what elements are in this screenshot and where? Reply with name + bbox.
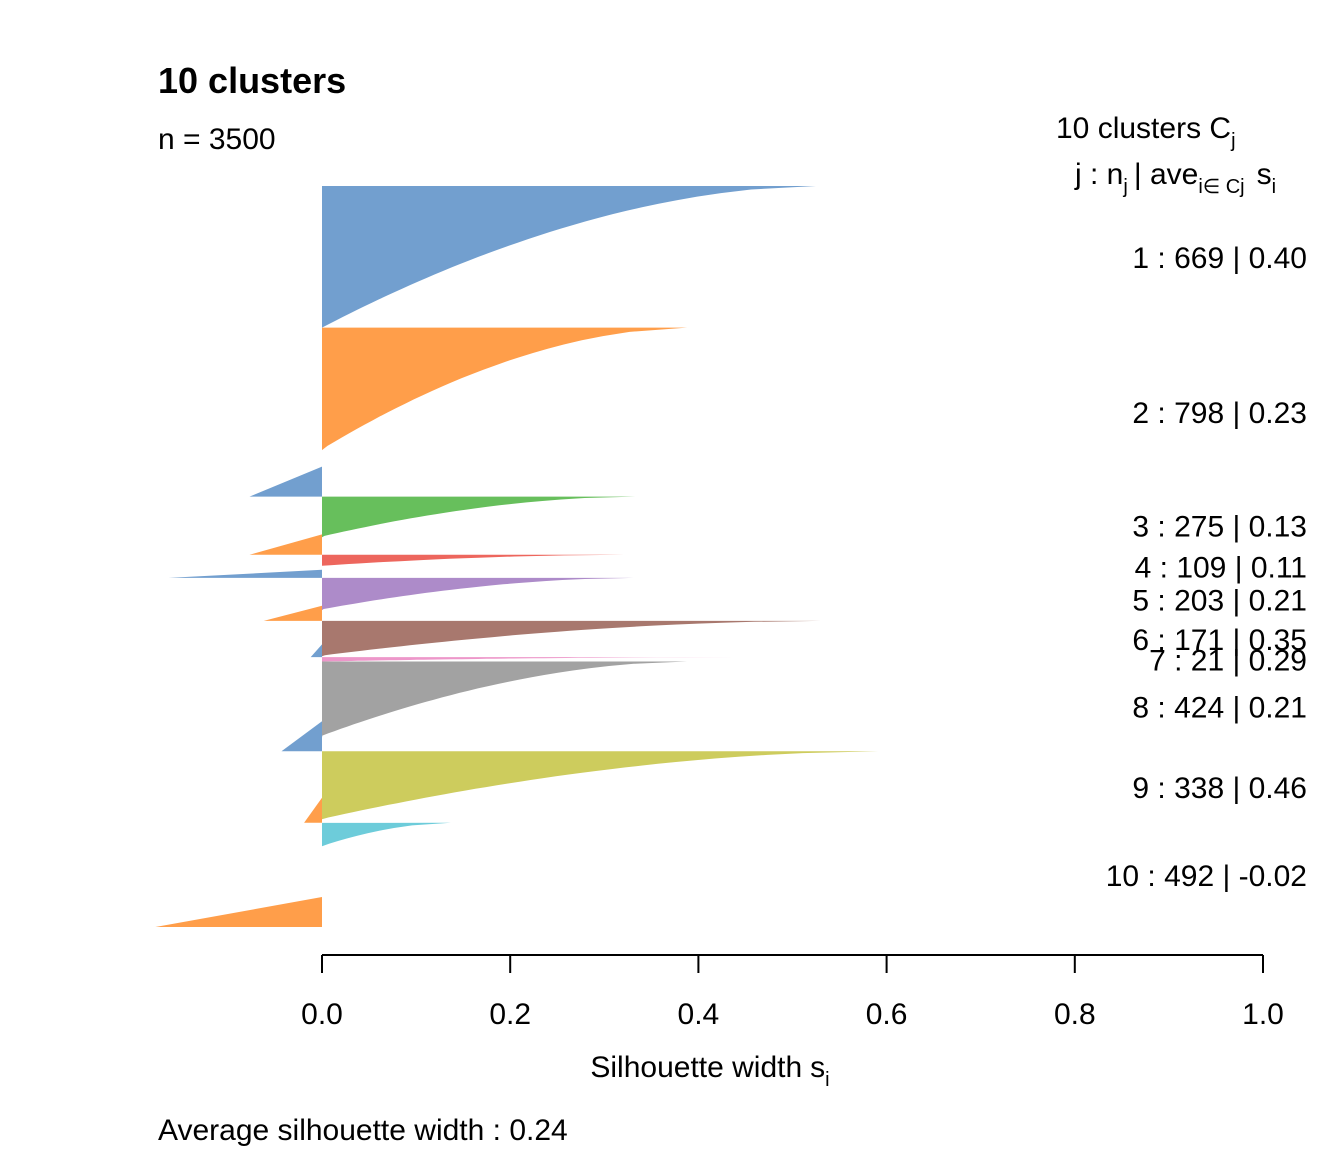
legend-header: 10 clusters Cj j : nj | avei∈ Cj si xyxy=(1056,112,1276,198)
cluster-bar-8 xyxy=(322,661,688,752)
silhouette-bars xyxy=(155,186,879,927)
x-tick-label-0: 0.0 xyxy=(301,998,343,1031)
legend-header-s-sub: i xyxy=(1272,176,1276,198)
legend-header-ave-sub: i∈ Cj xyxy=(1198,176,1244,198)
cluster-label-9: 9 : 338 | 0.46 xyxy=(1132,772,1307,805)
cluster-labels: 1 : 669 | 0.40 2 : 798 | 0.23 3 : 275 | 0.… xyxy=(1106,242,1307,893)
legend-header-ave: | ave xyxy=(1134,158,1199,191)
legend-header-clusters-sub: j xyxy=(1230,130,1235,152)
cluster-negative-6 xyxy=(310,644,322,658)
x-tick-label-1: 0.2 xyxy=(489,998,531,1031)
cluster-label-7: 7 : 21 | 0.29 xyxy=(1149,644,1307,677)
cluster-label-5: 5 : 203 | 0.21 xyxy=(1132,584,1307,617)
cluster-bar-1 xyxy=(322,186,816,328)
cluster-bar-4 xyxy=(322,554,625,578)
cluster-negative-9 xyxy=(304,797,322,823)
cluster-bar-9 xyxy=(322,751,879,823)
cluster-negative-2 xyxy=(249,466,322,497)
x-axis: 0.0 0.2 0.4 0.6 0.8 1.0 xyxy=(301,954,1284,1031)
x-axis-label: Silhouette width si xyxy=(590,1051,829,1091)
chart-title: 10 clusters xyxy=(158,60,346,101)
cluster-negative-3 xyxy=(249,534,322,555)
legend-header-line1: 10 clusters Cj xyxy=(1056,112,1236,152)
cluster-bar-5 xyxy=(322,577,634,621)
cluster-negative-5 xyxy=(263,605,322,621)
cluster-bar-2 xyxy=(322,327,688,497)
legend-header-n-sub: j xyxy=(1122,176,1127,198)
cluster-negative-8 xyxy=(281,721,322,752)
cluster-label-8: 8 : 424 | 0.21 xyxy=(1132,691,1307,724)
x-ticks: 0.0 0.2 0.4 0.6 0.8 1.0 xyxy=(301,955,1284,1031)
x-tick-label-2: 0.4 xyxy=(678,998,720,1031)
legend-header-s: s xyxy=(1257,158,1272,191)
legend-header-clusters: 10 clusters C xyxy=(1056,112,1231,145)
x-axis-label-symbol: s xyxy=(810,1051,825,1084)
cluster-label-3: 3 : 275 | 0.13 xyxy=(1132,511,1307,544)
cluster-negative-4 xyxy=(168,569,322,578)
cluster-bar-3 xyxy=(322,496,636,555)
x-axis-label-sub: i xyxy=(825,1069,829,1091)
cluster-label-4: 4 : 109 | 0.11 xyxy=(1135,551,1307,584)
cluster-bar-6 xyxy=(322,620,821,658)
cluster-label-1: 1 : 669 | 0.40 xyxy=(1132,242,1307,275)
cluster-label-6: 6 : 171 | 0.35 xyxy=(1132,624,1307,657)
x-tick-label-4: 0.8 xyxy=(1054,998,1096,1031)
chart-subtitle: n = 3500 xyxy=(158,123,276,156)
legend-header-line2: j : nj | avei∈ Cj si xyxy=(1074,158,1276,198)
legend-header-n: j : n xyxy=(1074,158,1123,191)
cluster-bar-7 xyxy=(322,657,737,662)
x-tick-label-3: 0.6 xyxy=(866,998,908,1031)
cluster-label-10: 10 : 492 | -0.02 xyxy=(1106,860,1307,893)
average-silhouette-width: Average silhouette width : 0.24 xyxy=(158,1114,568,1147)
x-tick-label-5: 1.0 xyxy=(1242,998,1284,1031)
cluster-negative-10 xyxy=(155,897,322,927)
x-axis-label-text: Silhouette width xyxy=(590,1051,802,1084)
cluster-label-2: 2 : 798 | 0.23 xyxy=(1132,397,1307,430)
cluster-bar-10 xyxy=(322,822,451,927)
